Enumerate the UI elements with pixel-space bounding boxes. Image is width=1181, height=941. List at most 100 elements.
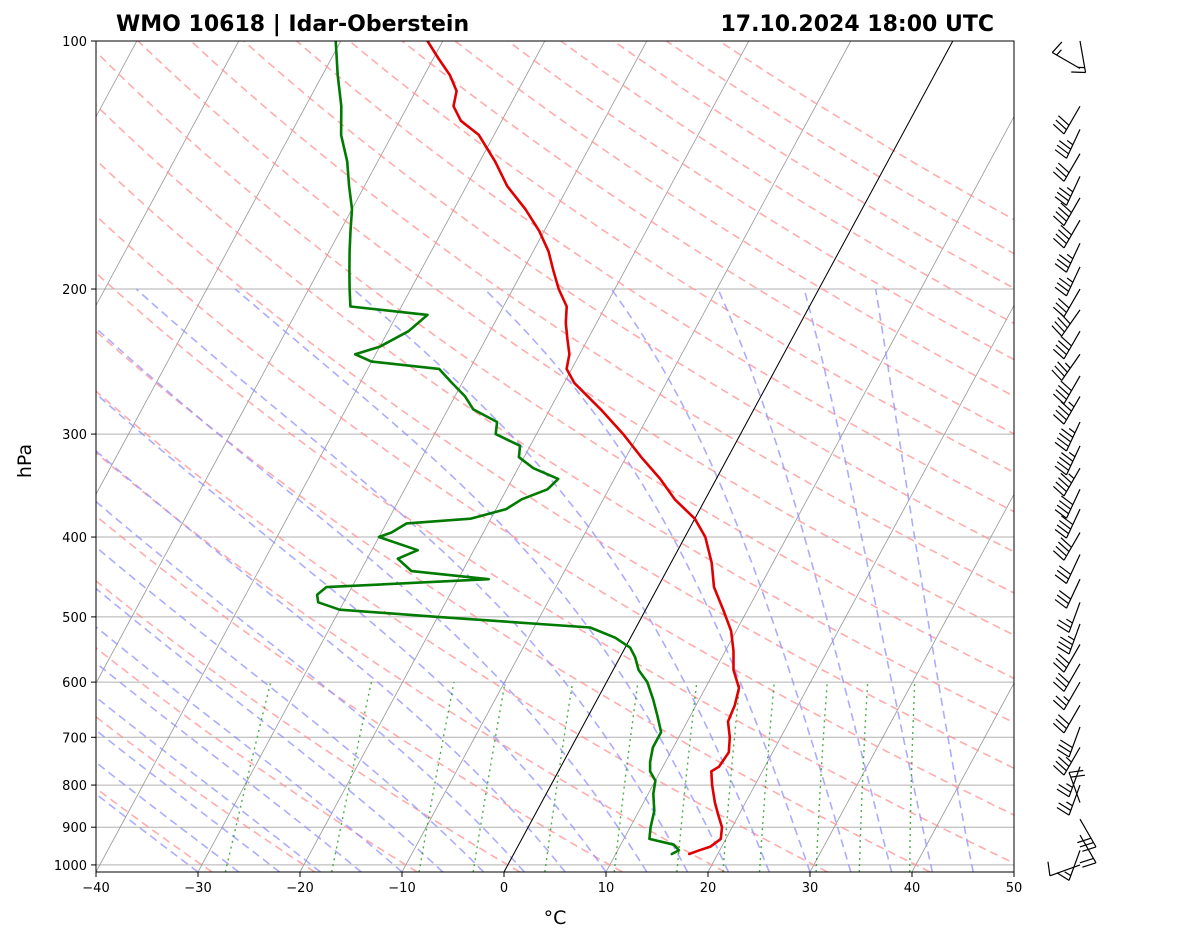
wind-barb xyxy=(1054,578,1081,609)
mixing-ratio-line xyxy=(613,682,639,872)
barb-flag xyxy=(1052,681,1065,692)
y-axis: 1000 900 800 700 600 500 400 300 200 100 xyxy=(54,35,96,874)
dry-adiabat xyxy=(137,41,1014,637)
moist-adiabat xyxy=(96,449,566,872)
barb-half-flag xyxy=(1068,428,1076,434)
x-tick-label: 30 xyxy=(802,881,819,896)
wind-barb xyxy=(1052,532,1081,561)
wind-barb xyxy=(1054,266,1081,297)
mixing-ratio-line xyxy=(909,682,916,872)
barb-half-flag xyxy=(1066,783,1073,788)
moist-adiabat xyxy=(96,327,648,872)
barb-flag xyxy=(1056,645,1070,655)
wind-barb xyxy=(1051,353,1081,381)
dry-adiabat xyxy=(96,715,316,872)
dry-adiabat xyxy=(454,41,1014,398)
y-tick-label: 200 xyxy=(62,283,87,298)
barb-half-flag xyxy=(1063,695,1070,702)
mixing-ratio-line xyxy=(758,682,775,872)
wind-barb xyxy=(1054,176,1081,206)
wind-barb xyxy=(1056,726,1081,758)
wind-barbs xyxy=(1047,40,1097,881)
barb-flag xyxy=(1054,149,1067,159)
mixing-ratio-line xyxy=(815,682,828,872)
isotherm-line xyxy=(707,304,1014,872)
barb-half-flag xyxy=(1066,139,1074,146)
x-tick-label: −20 xyxy=(286,881,313,896)
mixing-ratio-line xyxy=(418,681,455,872)
wind-barb xyxy=(1056,784,1081,816)
x-axis: −40 −30 −20 −10 0 10 20 30 40 50 xyxy=(82,872,1022,896)
barb-flag xyxy=(1054,509,1067,519)
moist-adiabat xyxy=(610,288,852,872)
barb-flag xyxy=(1055,389,1067,400)
wind-barb xyxy=(1052,197,1081,226)
barb-flag xyxy=(1058,590,1072,600)
barb-flag xyxy=(1057,714,1070,725)
barb-flag xyxy=(1057,653,1070,664)
barb-flag xyxy=(1060,202,1072,213)
moist-adiabat xyxy=(234,288,730,872)
isotherm-line xyxy=(299,41,750,872)
isotherm-line xyxy=(96,41,240,307)
barb-flag xyxy=(1052,393,1065,405)
barb-flag xyxy=(1057,206,1070,218)
moist-adiabat xyxy=(96,587,444,872)
barb-flag xyxy=(1061,428,1074,438)
barb-flag xyxy=(1052,699,1065,711)
wind-barb xyxy=(1052,288,1081,318)
wind-barb xyxy=(1052,663,1081,692)
dry-adiabat xyxy=(96,158,1014,770)
barb-flag xyxy=(1058,744,1072,753)
isotherm-line xyxy=(911,682,1014,872)
barb-flag xyxy=(1079,841,1094,848)
barb-flag xyxy=(1052,123,1065,135)
moist-adiabat xyxy=(135,288,689,872)
barb-flag xyxy=(1054,321,1065,333)
barb-flag xyxy=(1058,783,1072,793)
barb-flag xyxy=(1052,662,1065,673)
barb-half-flag xyxy=(1065,756,1072,763)
wind-barb xyxy=(1054,243,1081,273)
barb-flag xyxy=(1056,144,1069,155)
barb-flag xyxy=(1055,211,1067,222)
barb-flag xyxy=(1057,298,1070,309)
isotherm-line xyxy=(809,493,1014,872)
barb-flag xyxy=(1061,495,1074,506)
reference-lines xyxy=(96,41,1014,872)
moist-adiabat xyxy=(96,500,525,872)
barb-flag xyxy=(1056,461,1069,471)
dry-adiabat xyxy=(96,330,931,872)
barb-flag xyxy=(1056,624,1070,633)
chart-title-left: WMO 10618 | Idar-Oberstein xyxy=(116,12,469,37)
y-tick-label: 900 xyxy=(62,821,87,836)
barb-flag xyxy=(1054,574,1067,584)
barb-staff xyxy=(1049,864,1081,877)
barb-flag xyxy=(1055,718,1067,730)
y-tick-label: 700 xyxy=(62,731,87,746)
barb-flag xyxy=(1058,802,1072,811)
wind-barb xyxy=(1071,40,1087,74)
moist-adiabat xyxy=(96,625,403,872)
barb-flag xyxy=(1052,237,1065,249)
barb-flag xyxy=(1052,306,1065,318)
wind-barb xyxy=(1054,554,1081,584)
wind-barb xyxy=(1056,850,1081,881)
wind-barb xyxy=(1052,105,1081,135)
barb-flag xyxy=(1055,409,1067,421)
barb-flag xyxy=(1056,594,1069,605)
barb-half-flag xyxy=(1064,362,1071,369)
x-tick-label: −10 xyxy=(388,881,415,896)
barb-flag xyxy=(1052,215,1065,226)
y-tick-label: 500 xyxy=(62,611,87,626)
dry-adiabat xyxy=(96,214,1014,816)
wind-barb xyxy=(1068,769,1086,803)
barb-flag xyxy=(1054,529,1067,539)
barb-flag xyxy=(1056,524,1069,535)
barb-half-flag xyxy=(1066,187,1074,193)
moist-adiabat xyxy=(96,729,281,872)
dry-adiabat xyxy=(96,646,418,872)
x-axis-label: °C xyxy=(544,907,567,929)
barb-flag xyxy=(1055,695,1067,706)
